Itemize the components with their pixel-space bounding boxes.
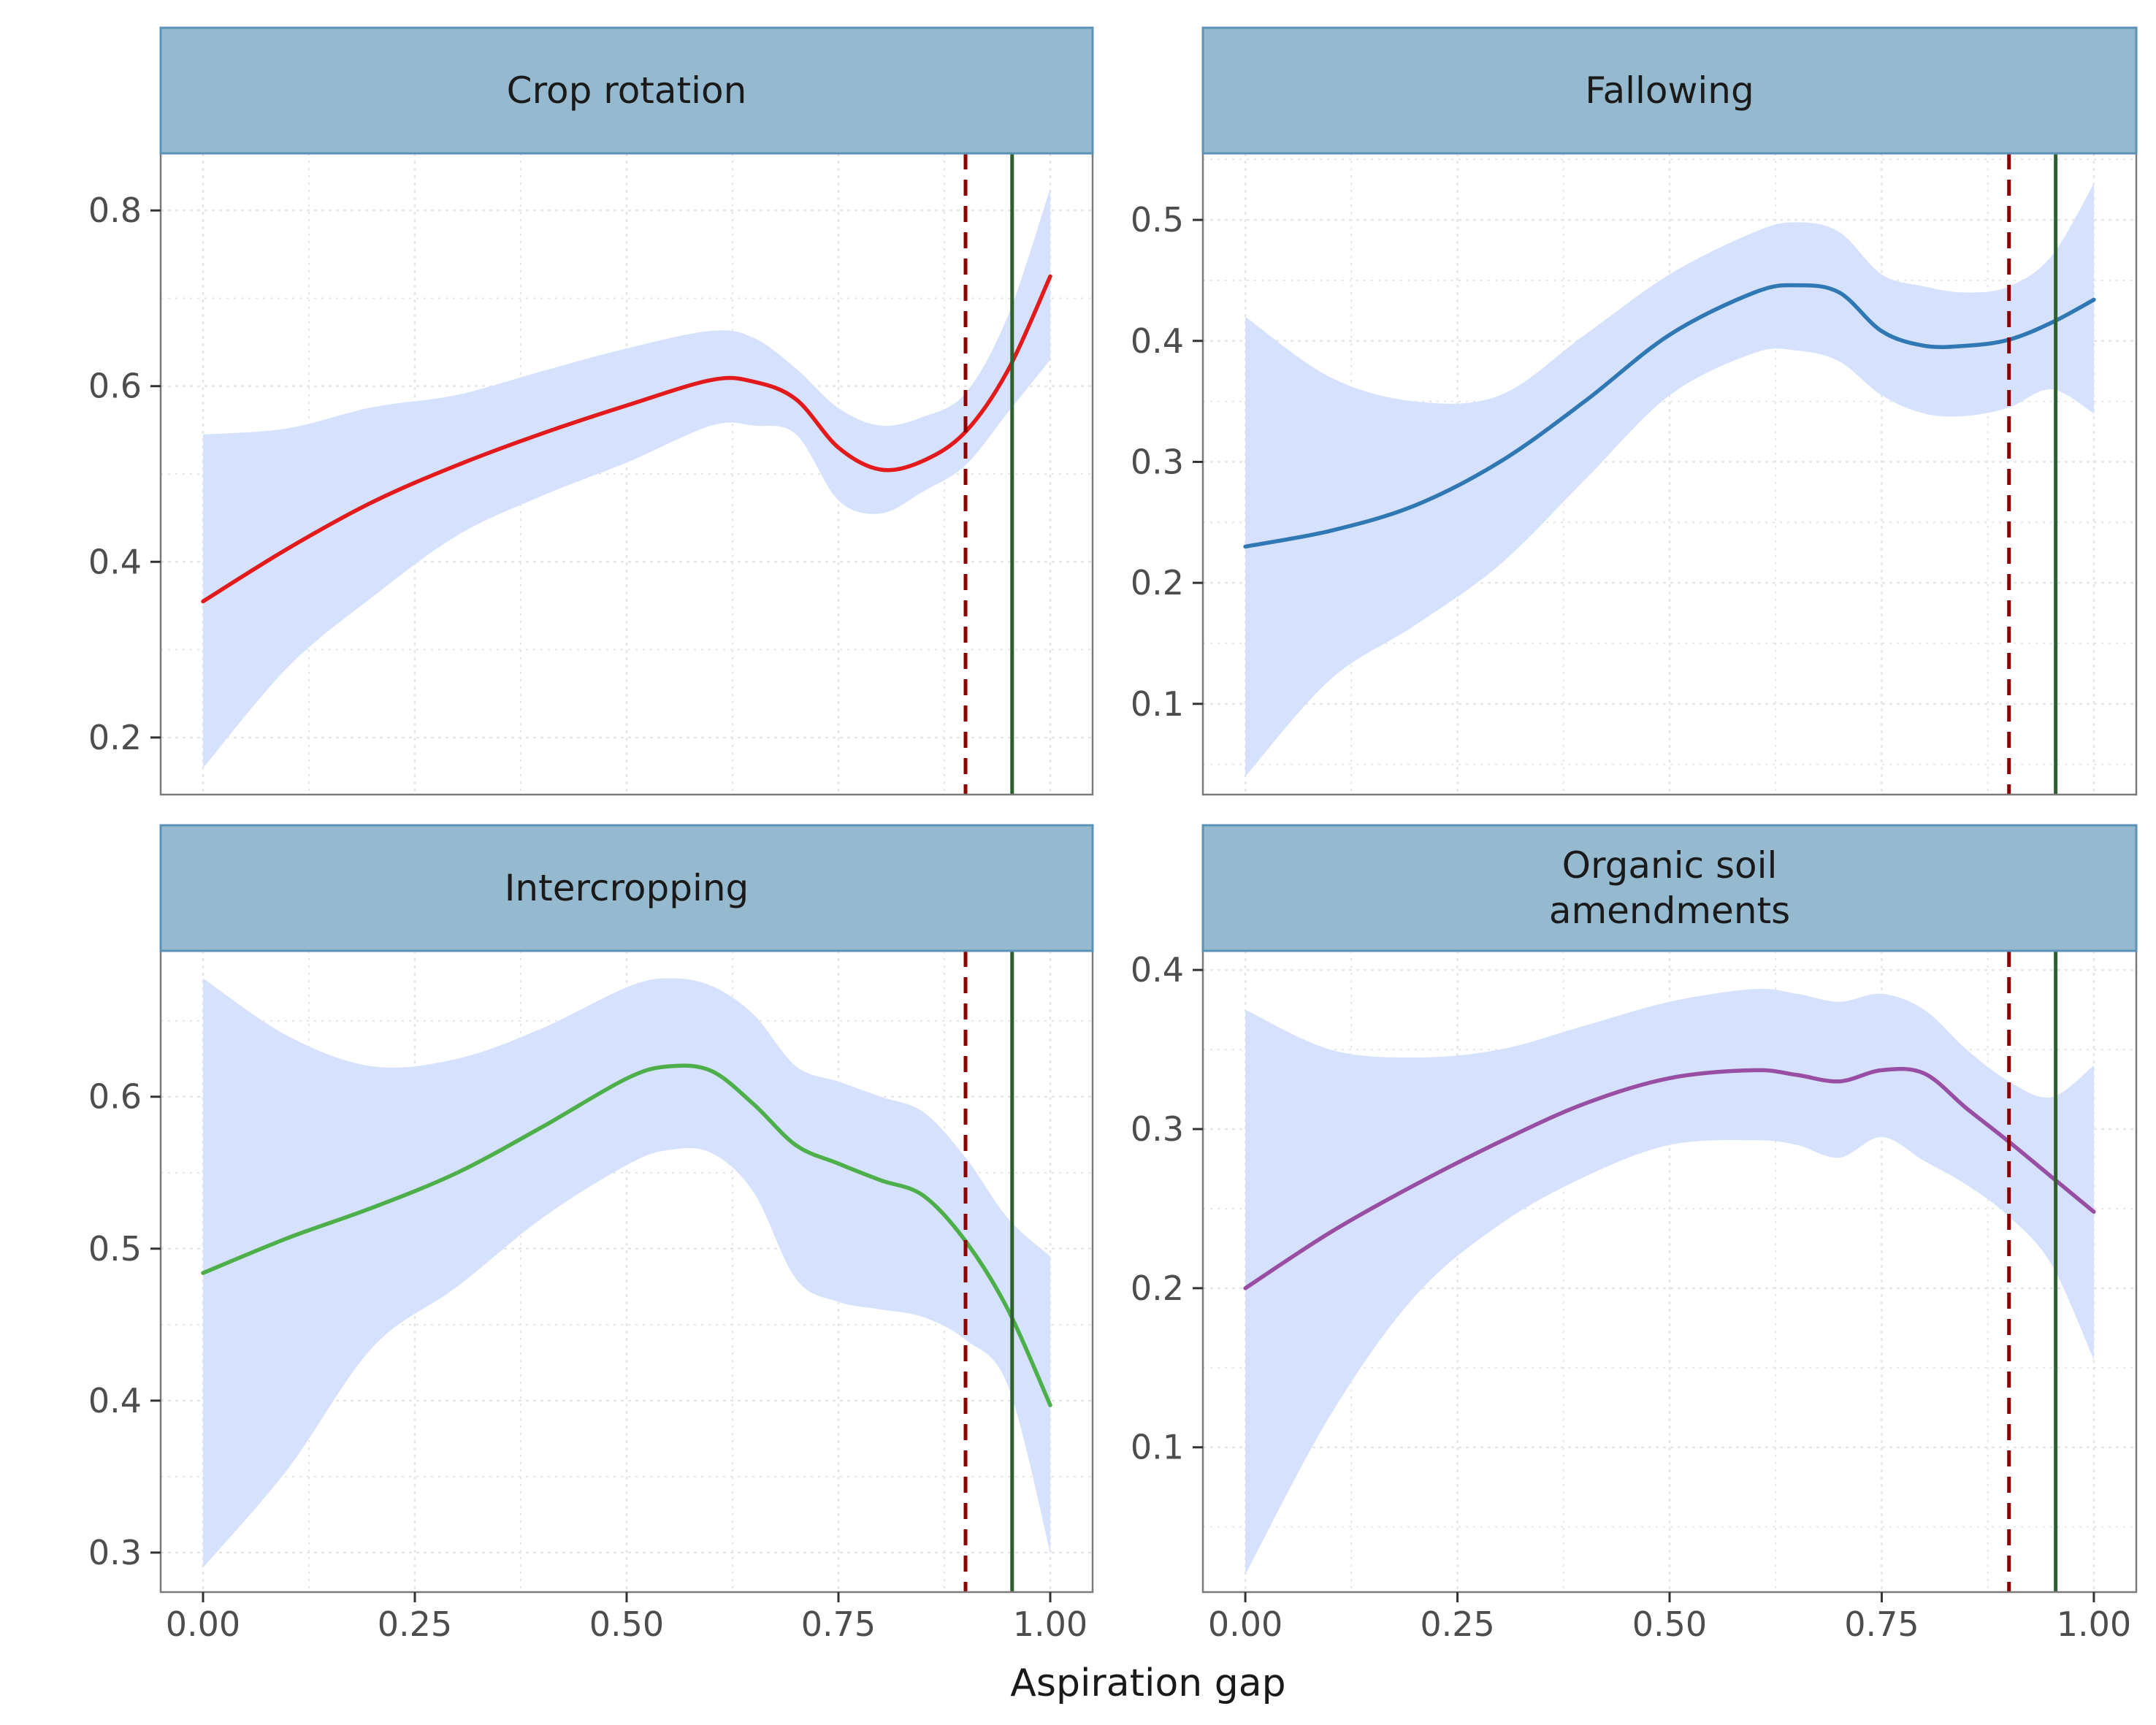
facet-panel: Fallowing 0.1 0.2 0.3 0.4 0.5 <box>1131 26 2138 796</box>
facet-panels: Crop rotation 0.2 0.4 0.6 0.8 Fallowing 0.1 0.2… <box>88 26 2138 1644</box>
y-tick-label: 0.6 <box>88 367 142 406</box>
x-tick-label: 0.50 <box>589 1604 664 1644</box>
smooth-line <box>201 274 1052 604</box>
strip-title: Intercropping <box>505 867 749 909</box>
y-tick-label: 0.3 <box>88 1533 142 1572</box>
y-tick-label: 0.2 <box>1131 1269 1184 1308</box>
strip-title: Organic soil <box>1562 844 1778 887</box>
y-tick-label: 0.8 <box>88 191 142 230</box>
strip-header <box>159 26 1094 155</box>
strip-title: Fallowing <box>1585 69 1754 112</box>
y-tick-label: 0.1 <box>1131 1428 1184 1467</box>
y-tick-label: 0.1 <box>1131 684 1184 724</box>
y-tick-label: 0.6 <box>88 1077 142 1117</box>
confidence-band <box>203 978 1050 1568</box>
facet-panel: Intercropping 0.3 0.4 0.5 0.6 0.00 0.25 0.50 0.7… <box>88 824 1094 1644</box>
facet-panel: Crop rotation 0.2 0.4 0.6 0.8 <box>88 26 1094 796</box>
strip-title: amendments <box>1549 890 1790 932</box>
smooth-line <box>1243 283 2096 549</box>
y-tick-label: 0.5 <box>1131 200 1184 240</box>
smooth-line <box>1243 1066 2096 1290</box>
confidence-band <box>203 188 1050 768</box>
y-tick-label: 0.4 <box>88 1381 142 1420</box>
y-tick-label: 0.2 <box>1131 563 1184 603</box>
x-tick-label: 1.00 <box>2057 1604 2131 1644</box>
x-tick-label: 0.00 <box>1208 1604 1282 1644</box>
smooth-line <box>201 1063 1052 1407</box>
strip-header <box>1201 26 2138 155</box>
confidence-band <box>1245 988 2094 1575</box>
x-axis-title: Aspiration gap <box>1010 1661 1285 1705</box>
y-tick-label: 0.2 <box>88 718 142 757</box>
y-tick-label: 0.4 <box>88 542 142 581</box>
strip-title: Crop rotation <box>507 69 747 112</box>
x-tick-label: 0.00 <box>166 1604 240 1644</box>
x-tick-label: 0.25 <box>1420 1604 1494 1644</box>
y-tick-label: 0.4 <box>1131 950 1184 990</box>
y-tick-label: 0.3 <box>1131 442 1184 481</box>
x-tick-label: 0.25 <box>378 1604 452 1644</box>
strip-header <box>159 824 1094 952</box>
x-tick-label: 1.00 <box>1013 1604 1087 1644</box>
x-tick-label: 0.75 <box>1844 1604 1919 1644</box>
strip-header <box>1201 824 2138 952</box>
x-tick-label: 0.50 <box>1632 1604 1707 1644</box>
y-tick-label: 0.3 <box>1131 1109 1184 1149</box>
y-tick-label: 0.4 <box>1131 321 1184 361</box>
y-tick-label: 0.5 <box>88 1229 142 1269</box>
x-tick-label: 0.75 <box>801 1604 876 1644</box>
